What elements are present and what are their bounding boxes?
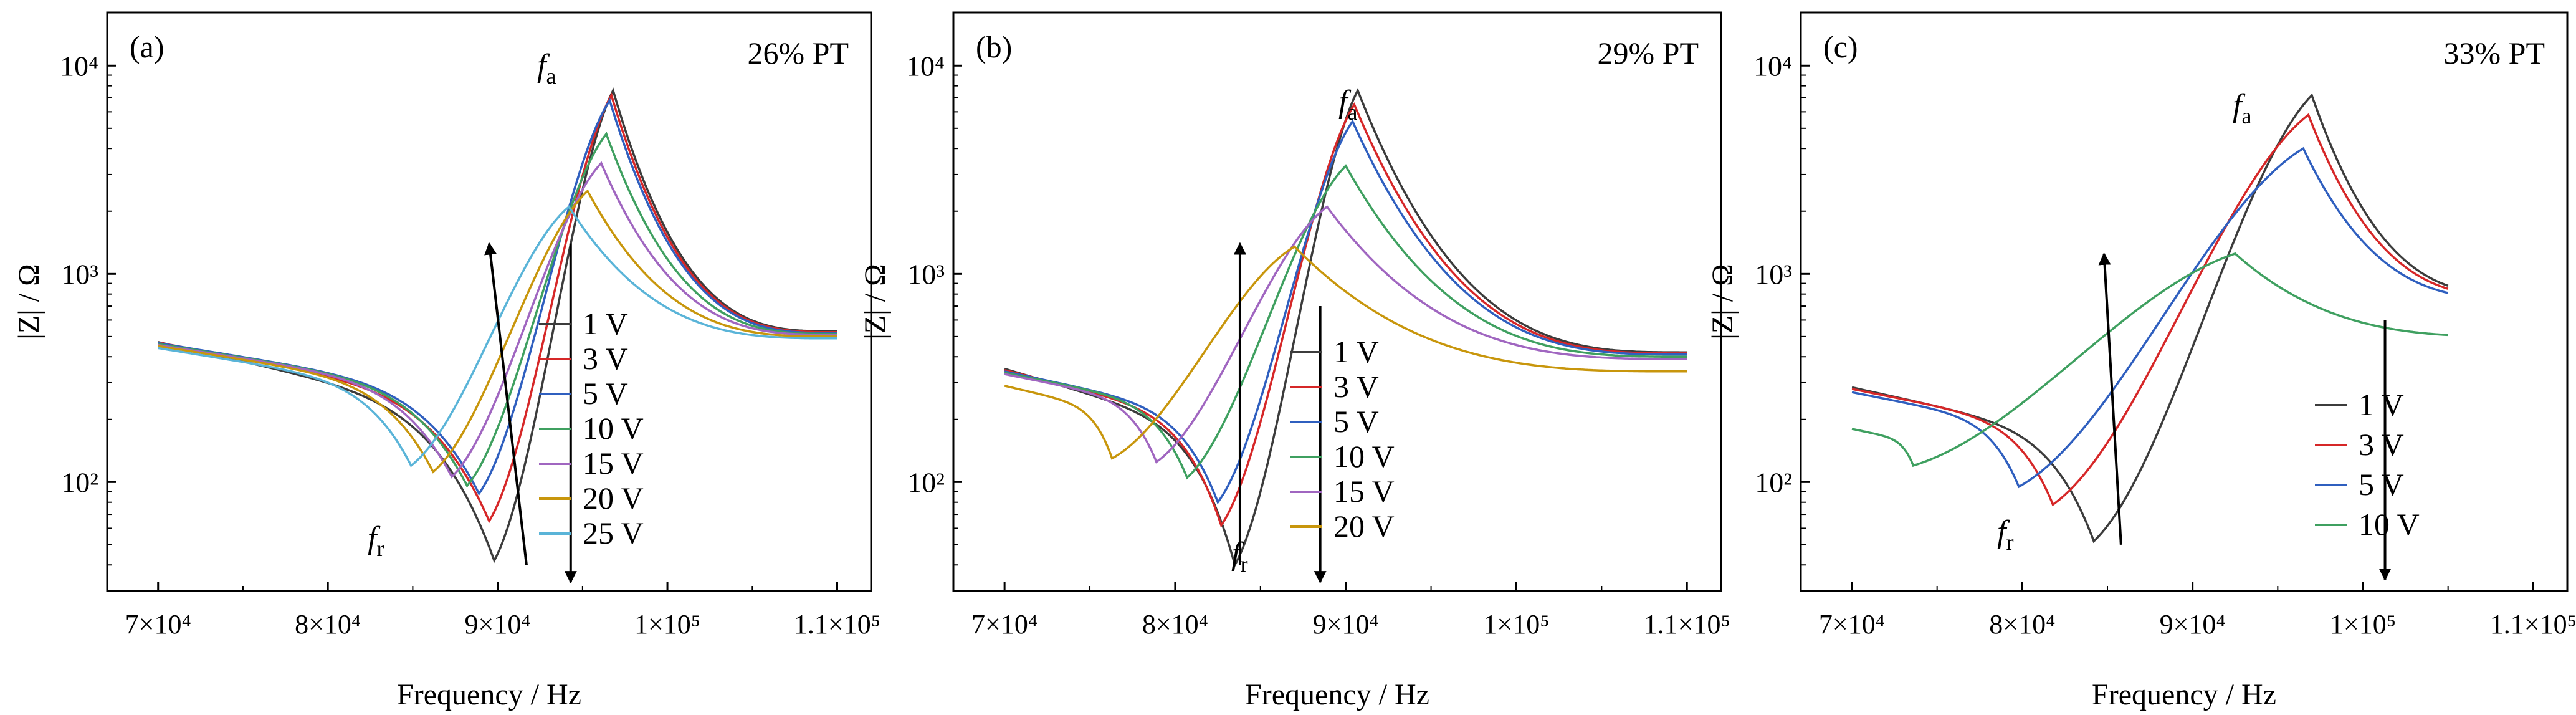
x-tick-label: 1.1×10⁵ bbox=[1644, 609, 1730, 640]
fa-label: fa bbox=[1338, 84, 1357, 125]
plot-frame bbox=[106, 11, 872, 592]
series-line-3v bbox=[1851, 113, 2449, 507]
legend-label: 10 V bbox=[1333, 439, 1395, 474]
y-tick-label: 10⁴ bbox=[906, 50, 945, 82]
series-line-5v bbox=[158, 98, 837, 496]
fr-label: fr bbox=[368, 521, 384, 561]
series-line-15v bbox=[158, 161, 837, 479]
x-tick-label: 7×10⁴ bbox=[125, 609, 191, 640]
panel-1: 7×10⁴ 8×10⁴ 9×10⁴ 1×10⁵ 1.1×10⁵ 10² 10³ 10⁴ Freq… bbox=[12, 11, 880, 711]
plot-frame bbox=[952, 11, 1722, 592]
panel-label: (b) bbox=[976, 29, 1012, 64]
plot-frame bbox=[1800, 11, 2569, 592]
y-axis-label: |Z| / Ω bbox=[859, 264, 892, 340]
legend: 1 V 3 V 5 V 10 V bbox=[2315, 387, 2420, 542]
legend-label: 25 V bbox=[583, 516, 644, 550]
series-line-20v bbox=[158, 189, 837, 474]
y-tick-label: 10² bbox=[1755, 466, 1792, 498]
x-tick-label: 9×10⁴ bbox=[2160, 609, 2226, 640]
legend-label: 3 V bbox=[1333, 369, 1379, 404]
series-line-5v bbox=[1851, 146, 2449, 489]
x-tick-label: 7×10⁴ bbox=[971, 609, 1038, 640]
y-tick-label: 10³ bbox=[907, 258, 945, 290]
legend-label: 10 V bbox=[2359, 507, 2420, 542]
y-tick-label: 10³ bbox=[61, 258, 98, 290]
y-tick-label: 10⁴ bbox=[1753, 50, 1792, 82]
composition-annotation: 26% PT bbox=[748, 36, 849, 70]
y-tick-label: 10³ bbox=[1755, 258, 1792, 290]
series-line-10v bbox=[1004, 164, 1687, 480]
series-line-20v bbox=[1004, 245, 1687, 460]
legend-label: 15 V bbox=[583, 446, 644, 481]
legend-label: 3 V bbox=[583, 341, 628, 376]
legend-label: 5 V bbox=[1333, 404, 1379, 439]
panel-3: 7×10⁴ 8×10⁴ 9×10⁴ 1×10⁵ 1.1×10⁵ 10² 10³ 10⁴ Freq… bbox=[1706, 11, 2576, 711]
x-tick-label: 9×10⁴ bbox=[1313, 609, 1379, 640]
legend-label: 20 V bbox=[1333, 509, 1395, 544]
series-line-15v bbox=[1004, 205, 1687, 464]
legend-label: 15 V bbox=[1333, 474, 1395, 509]
x-tick-label: 8×10⁴ bbox=[295, 609, 361, 640]
x-tick-label: 1×10⁵ bbox=[634, 609, 700, 640]
x-tick-label: 9×10⁴ bbox=[465, 609, 531, 640]
legend-label: 10 V bbox=[583, 411, 644, 446]
panel-2: 7×10⁴ 8×10⁴ 9×10⁴ 1×10⁵ 1.1×10⁵ 10² 10³ 10⁴ Freq… bbox=[859, 11, 1730, 711]
composition-annotation: 29% PT bbox=[1598, 36, 1699, 70]
legend-label: 5 V bbox=[2359, 467, 2404, 502]
x-axis-label: Frequency / Hz bbox=[397, 678, 581, 711]
x-tick-label: 1×10⁵ bbox=[2330, 609, 2396, 640]
y-axis-label: |Z| / Ω bbox=[1706, 264, 1739, 340]
panel-label: (c) bbox=[1823, 29, 1858, 64]
x-tick-label: 1×10⁵ bbox=[1483, 609, 1549, 640]
x-axis-label: Frequency / Hz bbox=[2092, 678, 2276, 711]
legend-label: 1 V bbox=[2359, 387, 2404, 422]
arrow-fr-trend bbox=[484, 242, 528, 565]
y-tick-label: 10⁴ bbox=[60, 50, 98, 82]
fa-label: fa bbox=[537, 48, 556, 89]
x-axis-label: Frequency / Hz bbox=[1245, 678, 1429, 711]
legend-label: 3 V bbox=[2359, 427, 2404, 462]
legend-label: 20 V bbox=[583, 481, 644, 516]
legend: 1 V3 V5 V10 V15 V20 V bbox=[1290, 334, 1395, 544]
x-tick-label: 8×10⁴ bbox=[1142, 609, 1208, 640]
y-axis-label: |Z| / Ω bbox=[12, 264, 45, 340]
fa-label: fa bbox=[2233, 88, 2251, 128]
x-tick-label: 1.1×10⁵ bbox=[794, 609, 880, 640]
legend: 1 V3 V5 V10 V15 V20 V25 V bbox=[539, 306, 644, 550]
series-line-10v bbox=[1851, 252, 2448, 468]
x-tick-label: 1.1×10⁵ bbox=[2490, 609, 2576, 640]
legend-label: 1 V bbox=[1333, 334, 1379, 369]
fr-label: fr bbox=[1997, 514, 2013, 555]
y-tick-label: 10² bbox=[907, 466, 945, 498]
legend-label: 1 V bbox=[583, 306, 628, 341]
series-line-5v bbox=[1004, 119, 1687, 505]
y-tick-label: 10² bbox=[61, 466, 98, 498]
composition-annotation: 33% PT bbox=[2444, 36, 2545, 70]
legend-label: 5 V bbox=[583, 376, 628, 411]
x-tick-label: 8×10⁴ bbox=[1989, 609, 2055, 640]
x-tick-label: 7×10⁴ bbox=[1819, 609, 1885, 640]
panel-label: (a) bbox=[130, 29, 165, 64]
arrow-fr-trend bbox=[2098, 252, 2122, 545]
